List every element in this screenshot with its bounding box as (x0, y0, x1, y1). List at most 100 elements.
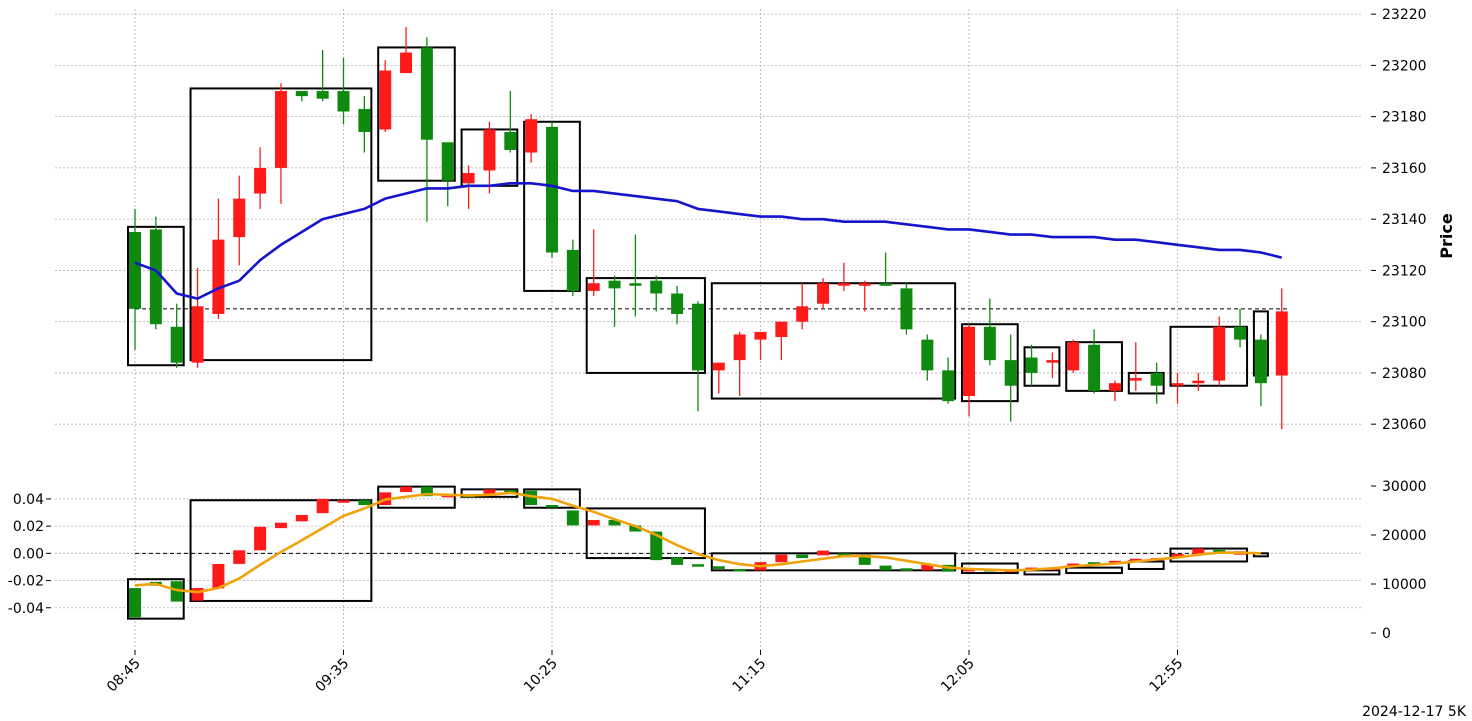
x-tick-label: 09:35 (312, 656, 352, 696)
price-candle-body (691, 303, 704, 371)
price-candle-body (337, 91, 350, 112)
price-candle-body (879, 283, 892, 286)
oscillator-tick-label: 0.04 (13, 492, 44, 508)
price-candle-body (1108, 383, 1121, 391)
x-tick-label: 11:15 (729, 656, 769, 696)
oscillator-candle-body (1088, 562, 1101, 565)
price-candle-body (608, 280, 621, 289)
oscillator-tick-label: -0.04 (8, 601, 44, 617)
price-tick-label: 23220 (1382, 7, 1427, 23)
price-candle-body (796, 306, 809, 322)
oscillator-candle-body (691, 564, 704, 567)
oscillator-line (134, 491, 1261, 594)
price-candle-body (525, 119, 538, 153)
price-candle-body (379, 70, 392, 130)
price-candle-body (587, 283, 600, 291)
price-candle-body (1150, 372, 1163, 386)
x-tick-label: 12:55 (1146, 656, 1186, 696)
oscillator-tick-label: 0.02 (13, 519, 44, 535)
oscillator-candle-body (733, 568, 746, 572)
price-candle-body (733, 334, 746, 361)
oscillator-range-box (189, 499, 373, 602)
x-tick-label: 10:25 (521, 656, 561, 696)
volume-tick-label: 30000 (1382, 479, 1427, 495)
oscillator-candle-body (316, 498, 329, 514)
oscillator-candle-body (858, 554, 871, 565)
price-candle-body (233, 198, 246, 238)
oscillator-candle-body (671, 557, 684, 565)
footer-label: 2024-12-17 5K (1362, 704, 1467, 720)
price-range-box (1169, 325, 1249, 387)
oscillator-candle-body (1171, 554, 1184, 558)
oscillator-candle-body (650, 531, 663, 561)
oscillator-candle-body (608, 519, 621, 526)
price-candle-body (566, 249, 579, 291)
price-candle-body (712, 362, 725, 371)
oscillator-range-box (523, 488, 581, 509)
price-candle-body (504, 132, 517, 150)
oscillator-candle-body (420, 486, 433, 497)
oscillator-candle-body (254, 526, 267, 551)
oscillator-candle-body (525, 490, 538, 506)
price-candle-body (942, 370, 955, 402)
oscillator-candle-body (233, 550, 246, 564)
price-candle-body (170, 326, 183, 363)
price-candle-body (983, 326, 996, 361)
price-candle-body (483, 129, 496, 171)
price-candle-body (191, 306, 204, 363)
price-candle-body (963, 326, 975, 396)
oscillator-candle-body (170, 581, 183, 602)
price-tick-label: 23180 (1382, 110, 1427, 126)
price-candle-body (671, 293, 684, 314)
oscillator-candle-body (358, 500, 371, 506)
price-range-box (710, 282, 957, 400)
price-candle-body (149, 229, 162, 325)
price-tick-label: 23200 (1382, 58, 1427, 74)
price-candle-body (1234, 326, 1247, 340)
price-candle-body (441, 142, 454, 181)
oscillator-range-box (127, 578, 185, 620)
x-tick-label: 12:05 (938, 656, 978, 696)
price-candle-body (1254, 339, 1267, 384)
oscillator-candle-body (129, 588, 141, 618)
price-candle-body (1275, 311, 1288, 376)
price-candle-body (1171, 383, 1184, 386)
price-candle-body (295, 91, 308, 97)
price-tick-label: 23060 (1382, 417, 1427, 433)
oscillator-candle-body (900, 568, 913, 571)
price-tick-label: 23120 (1382, 263, 1427, 279)
price-candle-body (775, 321, 788, 338)
price-candle-body (400, 52, 413, 74)
price-candle-body (1213, 326, 1226, 381)
price-range-box (377, 46, 456, 182)
price-candle-body (1067, 342, 1080, 371)
price-candle-body (900, 288, 913, 330)
oscillator-candle-body (274, 522, 287, 529)
moving-average-line (134, 181, 1283, 300)
price-range-box (585, 277, 706, 374)
oscillator-candle-body (775, 554, 788, 563)
price-candle-body (129, 231, 141, 309)
oscillator-candle-body (1192, 548, 1205, 556)
oscillator-candle-body (546, 505, 558, 508)
x-tick-label: 08:45 (104, 656, 144, 696)
oscillator-candle-body (1129, 558, 1142, 562)
price-candle-body (1088, 344, 1101, 391)
price-candle-body (546, 126, 558, 253)
price-candle-body (254, 167, 267, 194)
oscillator-candle-body (191, 588, 204, 601)
oscillator-candle-body (1108, 560, 1121, 564)
oscillator-tick-label: -0.02 (8, 574, 44, 590)
oscillator-candle-body (837, 553, 850, 556)
volume-tick-label: 20000 (1382, 528, 1427, 544)
oscillator-candle-body (587, 519, 600, 526)
price-candle-body (1046, 360, 1059, 363)
price-candle-body (1025, 357, 1038, 373)
price-candle-body (462, 173, 475, 184)
price-tick-label: 23160 (1382, 161, 1427, 177)
price-candle-body (316, 91, 329, 99)
price-candle-body (1129, 378, 1142, 381)
oscillator-range-box (1023, 569, 1061, 576)
price-candle-body (212, 239, 225, 314)
